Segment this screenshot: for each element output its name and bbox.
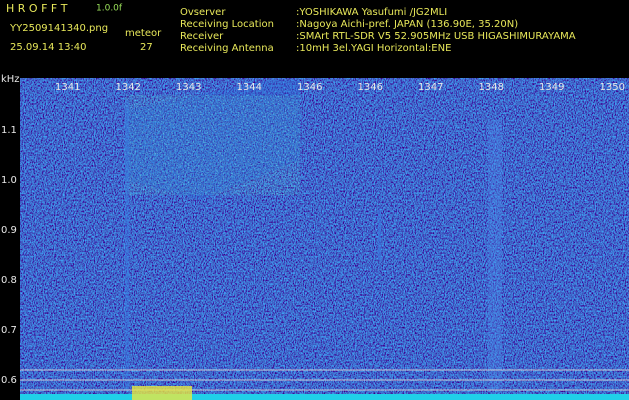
info-label: Ovserver [180, 7, 226, 18]
x-tick-label: 1348 [479, 82, 504, 93]
y-tick-label: 1.1 [1, 125, 17, 136]
x-tick-label: 1342 [116, 82, 141, 93]
version: 1.0.0f [96, 4, 123, 14]
level-peak [132, 386, 192, 400]
x-tick-label: 1346 [358, 82, 383, 93]
meteor-echoes [125, 95, 300, 195]
x-tick-label: 1349 [539, 82, 564, 93]
info-label: Receiving Antenna [180, 43, 274, 54]
y-tick-label: 0.9 [1, 225, 17, 236]
axis-bg [0, 78, 20, 400]
echo-band [488, 120, 502, 390]
y-tick-label: 0.8 [1, 275, 17, 286]
x-tick-label: 1343 [176, 82, 201, 93]
x-tick-label: 1341 [55, 82, 80, 93]
info-value: :YOSHIKAWA Yasufumi /JG2MLI [296, 7, 447, 18]
echo-line [378, 210, 381, 260]
x-tick-label: 1350 [600, 82, 625, 93]
y-tick-label: 0.6 [1, 375, 17, 386]
x-tick-label: 1346 [297, 82, 322, 93]
y-unit: kHz [1, 74, 20, 85]
info-label: Receiving Location [180, 19, 274, 30]
spectrogram-noise [20, 78, 629, 400]
level-trace [20, 394, 629, 400]
app-name: H R O F F T [6, 2, 68, 15]
info-value: :10mH 3el.YAGI Horizontal:ENE [296, 43, 451, 54]
x-tick-label: 1344 [237, 82, 262, 93]
info-label: Receiver [180, 31, 224, 42]
x-tick-label: 1347 [418, 82, 443, 93]
info-value: :SMArt RTL-SDR V5 52.905MHz USB HIGASHIM… [296, 31, 576, 42]
header-bg [0, 0, 629, 78]
y-tick-label: 0.7 [1, 325, 17, 336]
count: 27 [140, 42, 153, 53]
y-tick-label: 1.0 [1, 175, 17, 186]
info-value: :Nagoya Aichi-pref. JAPAN (136.90E, 35.2… [296, 19, 518, 30]
datetime: 25.09.14 13:40 [10, 42, 87, 53]
count-label: meteor [125, 28, 162, 39]
file-name: YY2509141340.png [9, 23, 108, 34]
echo-line [125, 100, 129, 390]
